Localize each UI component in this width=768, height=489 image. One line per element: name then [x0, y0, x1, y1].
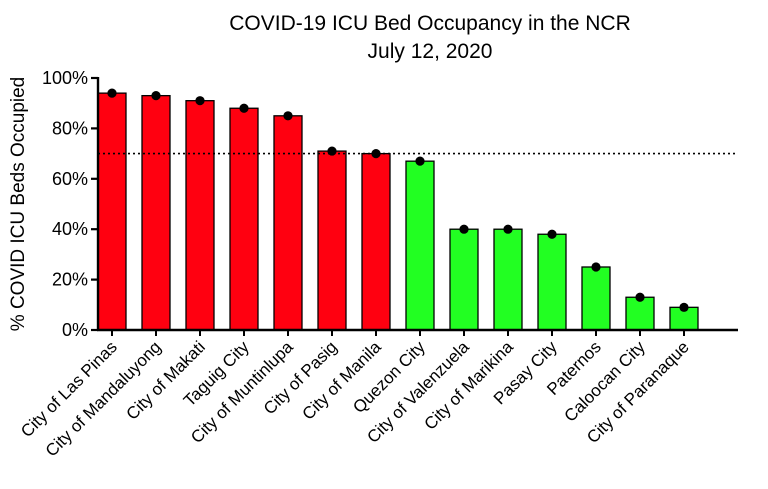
- y-tick-label: 60%: [52, 169, 88, 189]
- bar: [581, 266, 611, 331]
- data-point: [371, 149, 381, 159]
- bar: [405, 160, 435, 331]
- y-tick-label: 100%: [42, 68, 88, 88]
- data-point: [283, 111, 293, 121]
- data-point: [503, 224, 513, 234]
- bar: [273, 115, 303, 331]
- data-point: [107, 88, 117, 98]
- bar: [141, 94, 171, 331]
- y-tick-label: 40%: [52, 219, 88, 239]
- data-point: [327, 146, 337, 156]
- plot-area: 0%20%40%60%80%100%City of Las PinasCity …: [17, 68, 738, 460]
- bar: [97, 92, 127, 331]
- bar: [317, 150, 347, 331]
- bar: [361, 152, 391, 331]
- data-point: [591, 262, 601, 272]
- bar: [625, 296, 655, 331]
- data-point: [547, 229, 557, 239]
- data-point: [151, 91, 161, 101]
- data-point: [679, 302, 689, 312]
- data-point: [459, 224, 469, 234]
- bar: [449, 228, 479, 331]
- bar: [185, 100, 215, 331]
- data-point: [239, 103, 249, 113]
- y-tick-label: 20%: [52, 270, 88, 290]
- bar: [229, 107, 259, 331]
- bar: [537, 233, 567, 331]
- y-tick-label: 0%: [62, 320, 88, 340]
- data-point: [415, 156, 425, 166]
- bar: [493, 228, 523, 331]
- data-point: [635, 292, 645, 302]
- y-axis-label: % COVID ICU Beds Occupied: [8, 77, 29, 331]
- chart-subtitle: July 12, 2020: [368, 40, 493, 63]
- y-tick-label: 80%: [52, 118, 88, 138]
- data-point: [195, 96, 205, 106]
- chart-title: COVID-19 ICU Bed Occupancy in the NCR: [229, 12, 630, 35]
